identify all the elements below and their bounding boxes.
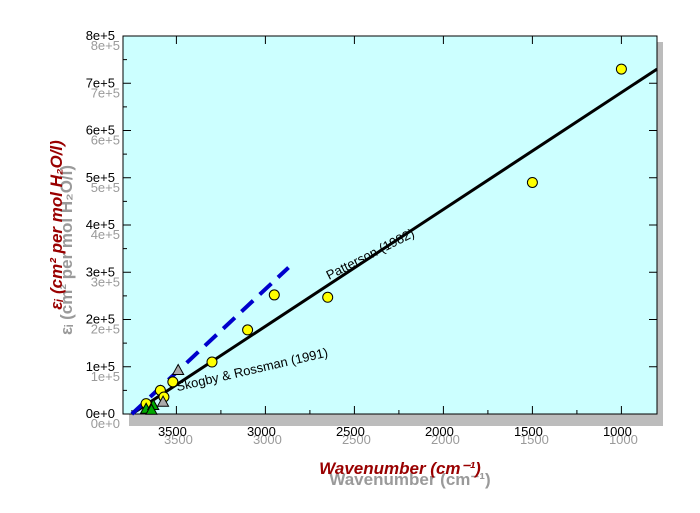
x-tick-label: 3000 [247, 424, 276, 439]
x-axis-title: Wavenumber (cm⁻¹) [319, 459, 481, 478]
y-tick-label: 5e+5 [86, 170, 115, 185]
x-axis-title-ghost: Wavenumber (cm⁻¹) [329, 470, 490, 489]
points-layer [139, 63, 627, 415]
y-tick-label-ghost: 6e+5 [91, 133, 120, 148]
x-tick-label-ghost: 2500 [342, 432, 371, 447]
x-tick-label-ghost: 3500 [164, 432, 193, 447]
data-point [242, 324, 254, 336]
x-tick-label-ghost: 3000 [253, 432, 282, 447]
data-point-triangle [171, 363, 185, 376]
x-tick-label-ghost: 1000 [609, 432, 638, 447]
data-point [615, 63, 627, 75]
x-tick-label-ghost: 1500 [520, 432, 549, 447]
data-point-triangle [145, 403, 158, 415]
y-tick-label: 1e+5 [86, 359, 115, 374]
y-tick-label-ghost: 5e+5 [91, 180, 120, 195]
x-tick-label: 3500 [158, 424, 187, 439]
y-tick-label: 4e+5 [86, 217, 115, 232]
data-point [206, 356, 218, 368]
y-tick-label-ghost: 0e+0 [91, 416, 120, 431]
plot-area [122, 35, 658, 415]
y-tick-label-ghost: 2e+5 [91, 322, 120, 337]
ticks-layer: 0e+00e+0 1e+51e+5 2e+52e+5 3e+53e+5 4e+54e+5… [86, 28, 657, 447]
y-tick-label-ghost: 1e+5 [91, 369, 120, 384]
data-point-triangle [156, 395, 170, 407]
y-tick-label: 0e+0 [86, 406, 115, 421]
x-tick-label: 1000 [603, 424, 632, 439]
skogby-rossman-fit-line [131, 67, 658, 416]
data-point [526, 176, 538, 188]
y-tick-label: 2e+5 [86, 312, 115, 327]
data-point [322, 291, 334, 303]
y-axis-title: εᵢ (cm² per mol H₂O/l) [47, 140, 66, 310]
y-tick-label: 8e+5 [86, 28, 115, 43]
y-tick-label: 6e+5 [86, 123, 115, 138]
y-tick-label-ghost: 4e+5 [91, 227, 120, 242]
data-point [268, 289, 280, 301]
x-tick-label: 2500 [336, 424, 365, 439]
y-tick-label-ghost: 7e+5 [91, 85, 120, 100]
y-tick-label-ghost: 8e+5 [91, 38, 120, 53]
data-point [167, 376, 179, 388]
y-tick-label-ghost: 3e+5 [91, 274, 120, 289]
x-tick-label: 1500 [514, 424, 543, 439]
y-axis-title-ghost: εᵢ (cm² per mol H₂O/l) [57, 165, 76, 335]
x-tick-label-ghost: 2000 [431, 432, 460, 447]
y-tick-label: 3e+5 [86, 264, 115, 279]
x-tick-label: 2000 [425, 424, 454, 439]
y-tick-label: 7e+5 [86, 75, 115, 90]
